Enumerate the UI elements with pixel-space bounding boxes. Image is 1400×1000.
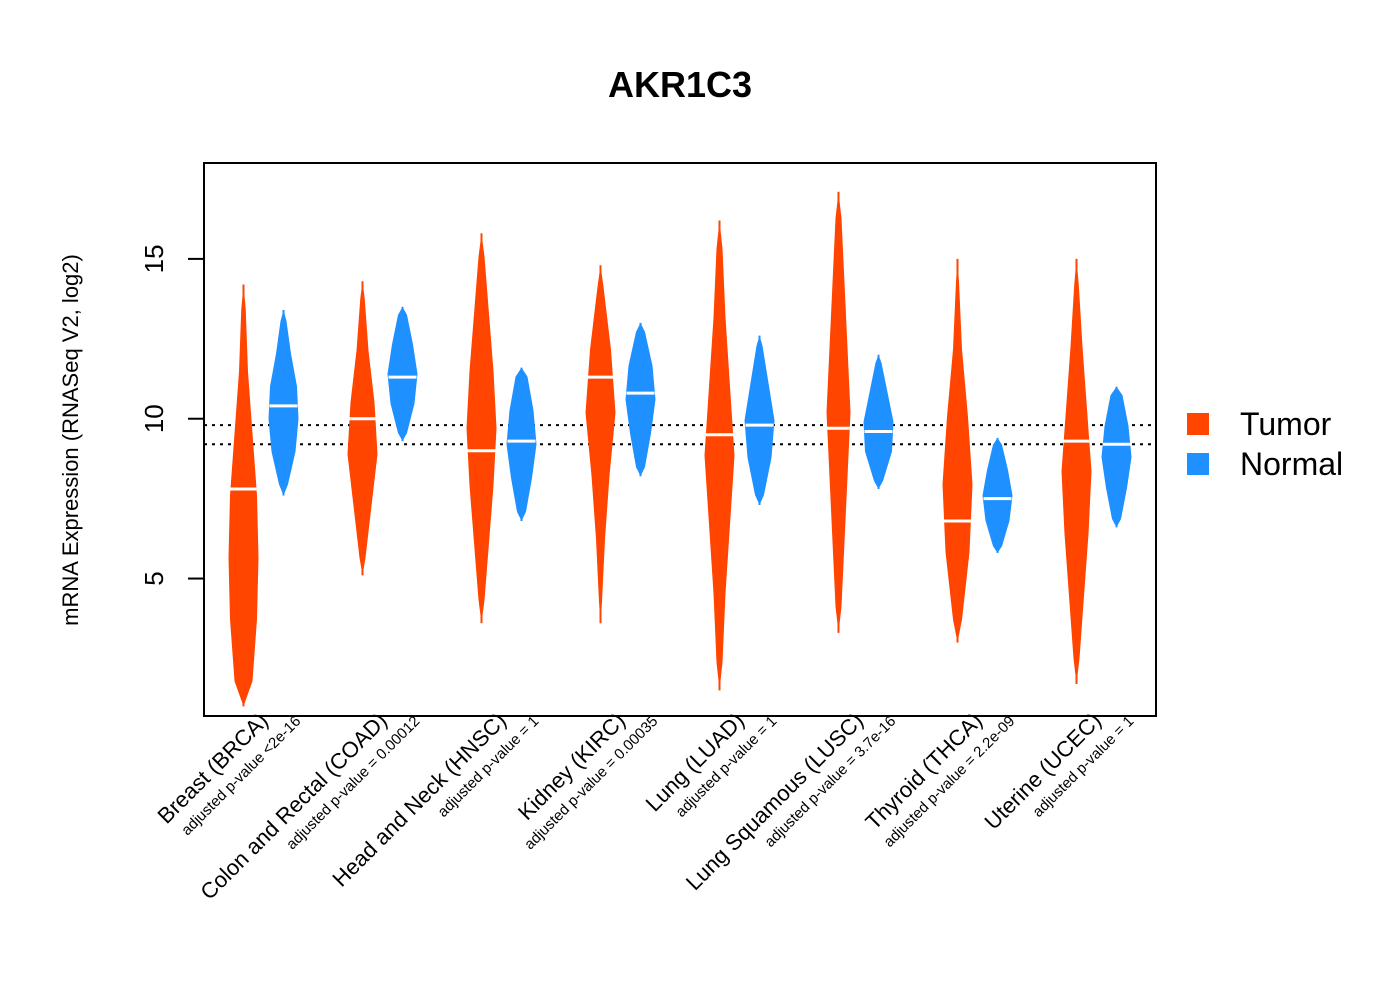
violin-normal-7-body — [1101, 386, 1132, 528]
legend-swatch-tumor — [1187, 413, 1209, 435]
violin-normal-6-body — [982, 437, 1013, 553]
violin-tumor-7-body — [1061, 258, 1092, 685]
y-tick-label-10: 10 — [139, 404, 169, 433]
violin-tumor-1-body — [347, 281, 378, 576]
violin-tumor-5-body — [826, 191, 851, 633]
violin-tumor-3-body — [585, 265, 616, 624]
y-axis-label: mRNA Expression (RNASeq V2, log2) — [58, 254, 83, 626]
violin-normal-2-body — [506, 367, 537, 522]
legend-swatch-normal — [1187, 453, 1209, 475]
chart-title: AKR1C3 — [608, 64, 752, 105]
violin-normal-0-body — [268, 310, 299, 496]
violin-tumor-6-body — [942, 258, 973, 643]
violin-tumor-2-body — [466, 233, 497, 624]
violin-tumor-0-body — [228, 284, 259, 707]
reference-lines — [204, 424, 1156, 446]
legend-label-tumor: Tumor — [1240, 406, 1332, 442]
y-tick-label-5: 5 — [139, 571, 169, 585]
x-axis-labels: Breast (BRCA)adjusted p-value <2e-16Colo… — [152, 708, 1137, 905]
y-axis: 5 10 15 — [139, 244, 204, 586]
legend-label-normal: Normal — [1240, 446, 1343, 482]
violin-tumor-4-body — [704, 220, 735, 691]
violin-series — [228, 191, 1132, 707]
y-tick-label-15: 15 — [139, 244, 169, 273]
plot-frame — [203, 162, 1157, 717]
violin-normal-4-body — [744, 335, 775, 506]
violin-normal-5-body — [863, 354, 894, 490]
violin-normal-3-body — [625, 322, 656, 477]
violin-normal-1-body — [387, 306, 418, 442]
legend: Tumor Normal — [1187, 406, 1343, 482]
